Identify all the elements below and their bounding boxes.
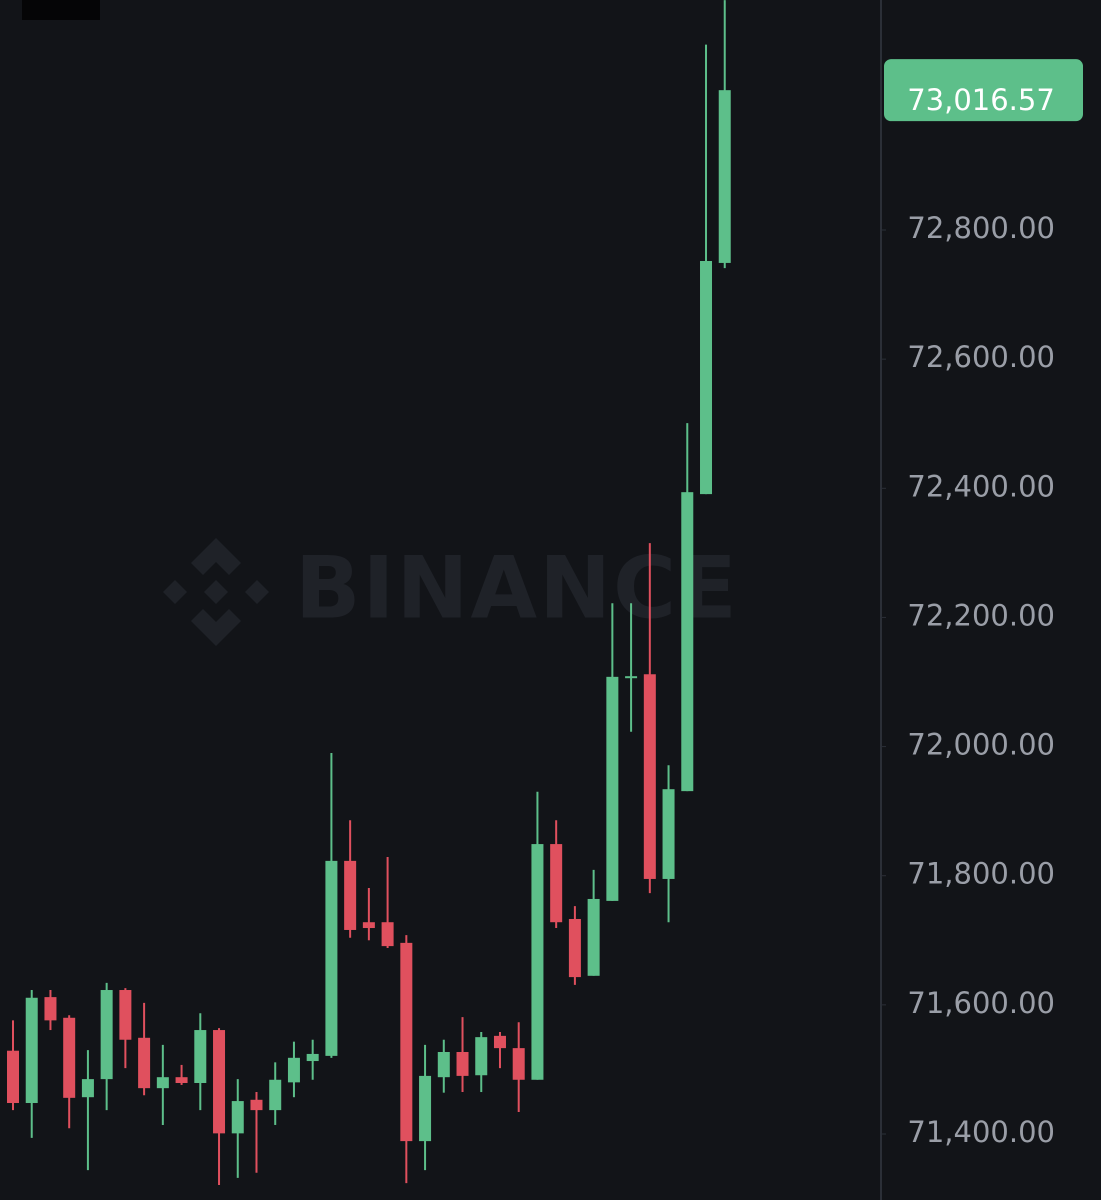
candle-body [287, 1057, 300, 1083]
candle-body [456, 1052, 469, 1076]
candle-body [194, 1030, 207, 1083]
candle-body [306, 1053, 319, 1062]
last-price-box [884, 59, 1083, 122]
candle-body [512, 1048, 525, 1080]
candle-body [475, 1037, 488, 1076]
candle-body [643, 674, 656, 879]
candle-body [325, 860, 338, 1056]
candle-body [568, 918, 581, 978]
candle-body [81, 1079, 94, 1098]
corner-box [22, 0, 100, 20]
candle-body [231, 1101, 244, 1134]
candle-body [606, 676, 619, 901]
candle-body [269, 1079, 282, 1111]
y-tick-label: 71,600.00 [907, 986, 1055, 1020]
y-tick-label: 71,400.00 [907, 1115, 1055, 1149]
candle-body [437, 1052, 450, 1078]
last-price-label: 73,016.57 [907, 83, 1055, 117]
candle-body [531, 844, 544, 1080]
watermark-logo [163, 538, 269, 646]
candle-body [63, 1017, 76, 1098]
candle-body [138, 1037, 151, 1089]
candle-body [362, 922, 375, 929]
candle-body [119, 990, 132, 1040]
candle-body [7, 1050, 19, 1104]
candle-body [625, 676, 638, 679]
candle-body [662, 789, 675, 879]
y-tick-label: 72,400.00 [907, 469, 1055, 503]
y-tick-label: 72,600.00 [907, 340, 1055, 374]
y-tick-label: 72,000.00 [907, 728, 1055, 762]
candle-body [550, 844, 563, 923]
candle-body [718, 90, 731, 263]
candle-body [700, 260, 713, 495]
candle-body [681, 492, 694, 792]
y-tick-label: 72,800.00 [907, 211, 1055, 245]
y-tick-label: 72,200.00 [907, 598, 1055, 632]
candle-body [250, 1099, 263, 1111]
candle-body [587, 898, 600, 976]
watermark: BINANCE [295, 538, 739, 638]
candle-body [175, 1077, 188, 1083]
candle-body [156, 1077, 169, 1089]
candle-body [344, 860, 357, 930]
candle-body [44, 997, 57, 1021]
candle-body [100, 990, 113, 1080]
candle-body [400, 942, 413, 1142]
y-tick-label: 71,800.00 [907, 857, 1055, 891]
candle-body [213, 1030, 226, 1134]
candle-body [419, 1075, 432, 1142]
candle-body [25, 997, 38, 1104]
candle-body [493, 1035, 506, 1049]
candle-body [381, 922, 394, 947]
